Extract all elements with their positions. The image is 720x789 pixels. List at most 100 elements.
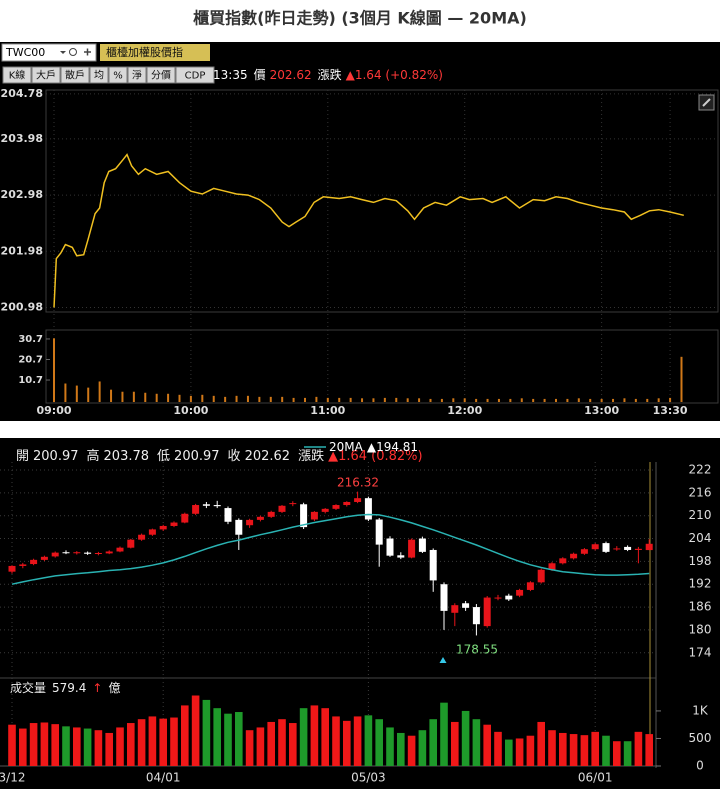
candle-body — [440, 584, 448, 611]
volume-bar — [62, 726, 70, 766]
candle-body — [634, 548, 642, 550]
volume-bar — [256, 727, 265, 766]
candle-body — [181, 513, 189, 523]
volume-bar — [657, 398, 660, 402]
volume-bar — [132, 391, 135, 402]
header-value: 202.62 — [245, 449, 291, 464]
volume-bar — [623, 741, 632, 766]
add-icon[interactable] — [84, 48, 91, 56]
volume-bar — [566, 398, 569, 402]
candle-body — [73, 552, 81, 554]
search-icon[interactable] — [69, 48, 77, 56]
volume-bar — [137, 719, 146, 766]
toolbar-button[interactable] — [2, 66, 32, 84]
x-tick-label: 06/01 — [578, 771, 613, 785]
volume-bar — [235, 395, 238, 402]
candle-body — [84, 552, 92, 554]
toolbar-button[interactable] — [175, 66, 215, 84]
name-button[interactable] — [100, 44, 210, 61]
toolbar-button[interactable] — [127, 66, 147, 84]
candle-body — [580, 549, 588, 554]
volume-bar — [602, 735, 610, 766]
volume-bar — [645, 734, 653, 766]
y-tick-label: 192 — [689, 577, 712, 591]
header-value: 200.97 — [33, 449, 79, 464]
volume-bar — [613, 741, 621, 766]
candle-body — [364, 498, 372, 520]
y-tick-label: 30.7 — [18, 334, 43, 345]
toolbar-button-label: K線 — [9, 69, 26, 82]
candle-body — [613, 548, 621, 550]
volume-bar — [315, 396, 318, 402]
volume-header: 成交量 579.4 ↑ 億 — [10, 680, 120, 695]
price-line — [53, 153, 684, 308]
candle-body — [224, 508, 232, 522]
volume-bar — [110, 389, 113, 402]
intraday-panel — [0, 42, 720, 421]
volume-bar — [310, 705, 319, 766]
header-label: 收 — [228, 449, 241, 464]
volume-bar — [526, 735, 535, 766]
volume-frame — [45, 329, 719, 404]
candle-body — [462, 603, 470, 608]
y-tick-label: 222 — [689, 462, 712, 476]
candle-body — [267, 511, 275, 517]
volume-bar — [189, 395, 192, 402]
volume-unit: 億 — [108, 681, 120, 695]
candle-body — [278, 505, 286, 512]
volume-bar — [509, 398, 512, 402]
volume-last: 579.4 — [52, 681, 86, 695]
candle-body — [386, 538, 394, 556]
y-tick-label: 174 — [689, 645, 712, 659]
volume-bar — [505, 739, 513, 766]
status-price-label: 價 — [254, 68, 266, 82]
volume-bar — [577, 398, 580, 402]
x-tick-label: 12:00 — [447, 404, 482, 417]
volume-bar — [361, 398, 364, 402]
toolbar-button[interactable] — [146, 66, 176, 84]
volume-bar — [429, 398, 432, 402]
volume-bar — [418, 398, 421, 402]
volume-bar — [148, 716, 157, 766]
symbol: TWC00 — [5, 46, 45, 59]
volume-bar — [245, 730, 254, 766]
y-tick-label: 202.98 — [1, 188, 43, 201]
volume-bar — [349, 397, 352, 402]
volume-bar — [53, 338, 55, 402]
candle-body — [19, 564, 27, 566]
page-title: 櫃買指數(昨日走勢) (3個月 K線圖 — 20MA) — [193, 9, 527, 28]
volume-bar — [364, 715, 373, 766]
ma-legend-value: ▲194.81 — [367, 440, 418, 454]
candle-body — [321, 508, 329, 512]
toolbar-button[interactable] — [31, 66, 61, 84]
toolbar-button[interactable] — [108, 66, 128, 84]
volume-bar — [127, 723, 135, 766]
volume-bar — [332, 716, 340, 766]
volume-bar — [40, 722, 49, 766]
volume-bar — [191, 695, 200, 766]
toolbar-button-label: 分價 — [151, 69, 171, 82]
volume-bar — [269, 396, 272, 402]
dropdown-icon[interactable] — [60, 51, 66, 54]
volume-arrow: ↑ — [92, 681, 102, 695]
volume-bar — [105, 732, 113, 766]
y-tick-label: 201.98 — [1, 244, 43, 257]
volume-bar — [212, 395, 215, 402]
candle-body — [472, 607, 480, 625]
candle-body — [505, 595, 513, 600]
volume-bar — [278, 719, 286, 766]
toolbar-button[interactable] — [89, 66, 109, 84]
candle-body — [516, 589, 524, 596]
volume-bar — [75, 385, 78, 402]
volume-bar — [178, 394, 181, 402]
candle-body — [645, 543, 653, 551]
candle-body — [30, 559, 38, 565]
candle-body — [105, 551, 113, 554]
name-button-label: 櫃檯加權股價指 — [106, 45, 183, 59]
toolbar-button[interactable] — [60, 66, 90, 84]
volume-bar — [532, 398, 535, 402]
candle-body — [213, 505, 221, 507]
y-tick-label: 0 — [696, 759, 704, 773]
y-tick-label: 198 — [689, 554, 712, 568]
volume-bar — [267, 721, 275, 766]
